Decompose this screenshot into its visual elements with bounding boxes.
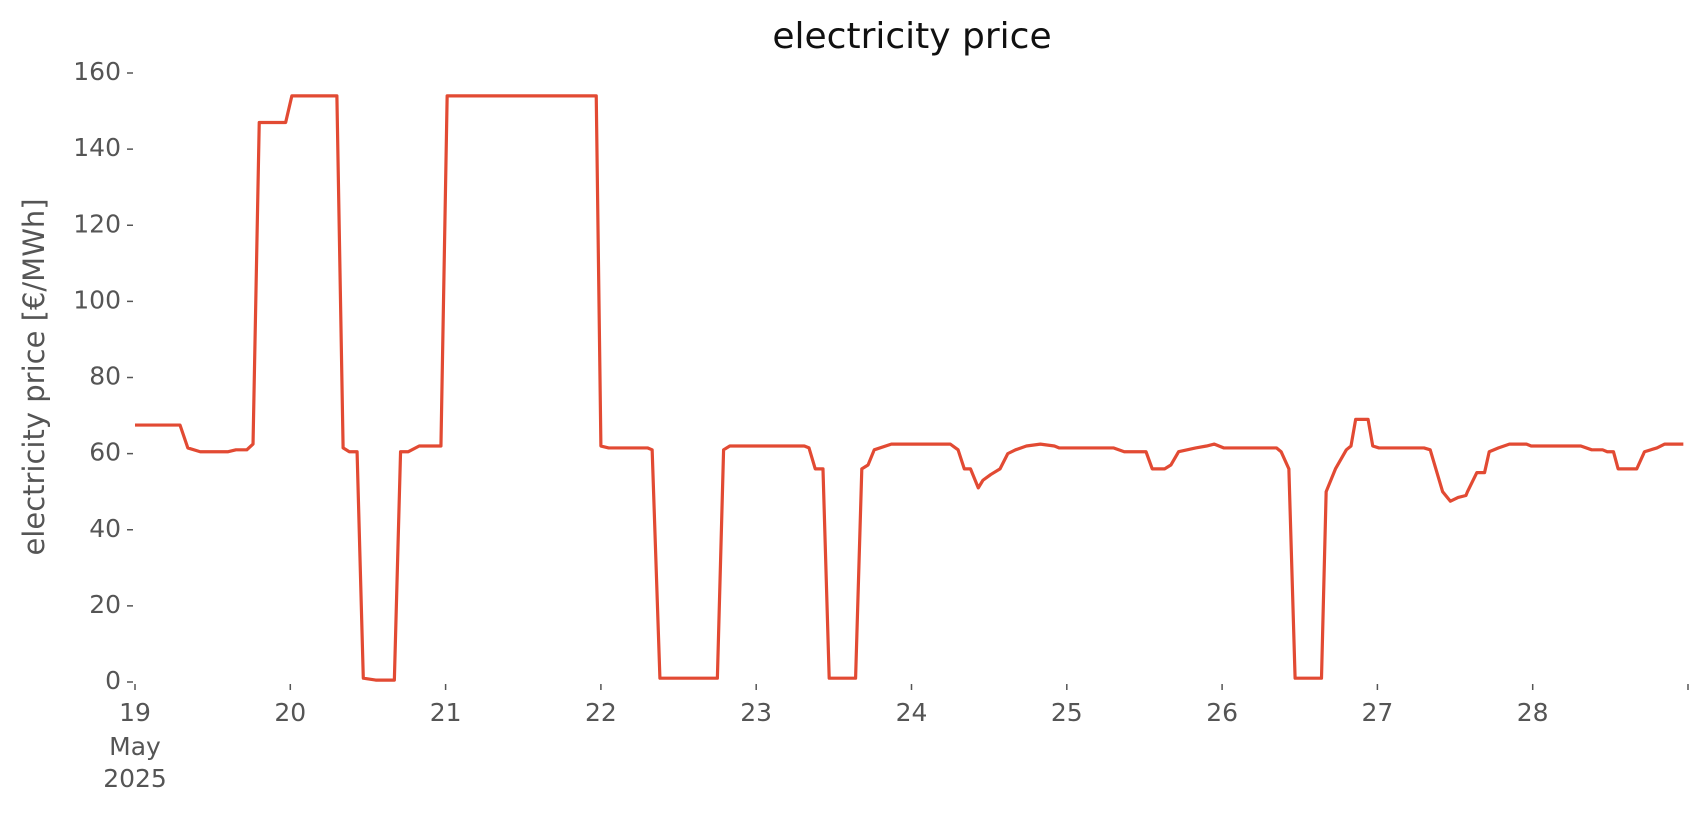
y-tick-label: 120 (73, 209, 121, 238)
x-tick-label: 24 (896, 698, 928, 727)
y-tick-label: 140 (73, 133, 121, 162)
y-tick-label: 160 (73, 57, 121, 86)
x-tick-label: 19 (119, 698, 151, 727)
x-tick-label: 22 (585, 698, 617, 727)
x-date-label: May (109, 732, 161, 761)
x-tick-label: 20 (274, 698, 306, 727)
y-axis-label: electricity price [€/MWh] (17, 198, 51, 555)
y-tick-label: 100 (73, 285, 121, 314)
x-tick-label: 21 (430, 698, 462, 727)
chart-title: electricity price (772, 16, 1051, 57)
x-date-label: 2025 (103, 764, 167, 793)
y-tick-label: 80 (89, 362, 121, 391)
x-tick-label: 25 (1051, 698, 1083, 727)
y-tick-label: 20 (89, 590, 121, 619)
y-tick-label: 40 (89, 514, 121, 543)
y-tick-label: 0 (105, 666, 121, 695)
y-tick-label: 60 (89, 438, 121, 467)
x-tick-label: 26 (1206, 698, 1238, 727)
price-line (135, 94, 1684, 682)
x-tick-label: 28 (1517, 698, 1549, 727)
x-tick-label: 27 (1361, 698, 1393, 727)
x-tick-label: 23 (740, 698, 772, 727)
